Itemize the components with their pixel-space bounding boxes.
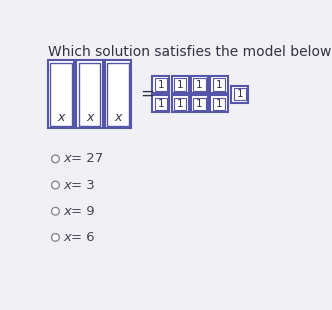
Text: x: x xyxy=(63,179,71,192)
Text: x: x xyxy=(86,111,93,124)
Text: x: x xyxy=(115,111,122,124)
Text: 1: 1 xyxy=(216,99,222,109)
Bar xyxy=(79,63,100,126)
Bar xyxy=(194,98,206,110)
Bar xyxy=(76,60,103,128)
Bar xyxy=(191,76,208,93)
Bar xyxy=(152,95,169,112)
Text: 1: 1 xyxy=(216,80,222,90)
Text: = 6: = 6 xyxy=(71,231,95,244)
Circle shape xyxy=(51,155,59,163)
Circle shape xyxy=(51,181,59,189)
Bar xyxy=(105,60,131,128)
Bar xyxy=(174,78,187,91)
Bar xyxy=(107,63,129,126)
Bar xyxy=(210,76,227,93)
Text: 1: 1 xyxy=(177,80,184,90)
Text: x: x xyxy=(57,111,64,124)
Text: =: = xyxy=(140,85,154,103)
Bar xyxy=(155,78,167,91)
Bar xyxy=(191,95,208,112)
Text: x: x xyxy=(63,152,71,165)
Text: x: x xyxy=(63,231,71,244)
Bar xyxy=(231,86,248,103)
Text: 1: 1 xyxy=(196,99,203,109)
Text: = 9: = 9 xyxy=(71,205,95,218)
Bar xyxy=(210,95,227,112)
Text: 1: 1 xyxy=(158,99,164,109)
Bar xyxy=(213,78,225,91)
Bar xyxy=(172,95,189,112)
Bar xyxy=(48,60,74,128)
Text: x: x xyxy=(63,205,71,218)
Text: = 3: = 3 xyxy=(71,179,95,192)
Text: 1: 1 xyxy=(158,80,164,90)
Text: 1: 1 xyxy=(196,80,203,90)
Bar xyxy=(194,78,206,91)
Bar xyxy=(172,76,189,93)
Circle shape xyxy=(51,233,59,241)
Bar xyxy=(213,98,225,110)
Text: 1: 1 xyxy=(237,89,243,99)
Text: Which solution satisfies the model below?: Which solution satisfies the model below… xyxy=(48,45,332,59)
Bar xyxy=(234,88,246,100)
Text: 1: 1 xyxy=(177,99,184,109)
Text: = 27: = 27 xyxy=(71,152,103,165)
Bar xyxy=(50,63,72,126)
Bar xyxy=(174,98,187,110)
Circle shape xyxy=(51,207,59,215)
Bar xyxy=(155,98,167,110)
Bar xyxy=(152,76,169,93)
